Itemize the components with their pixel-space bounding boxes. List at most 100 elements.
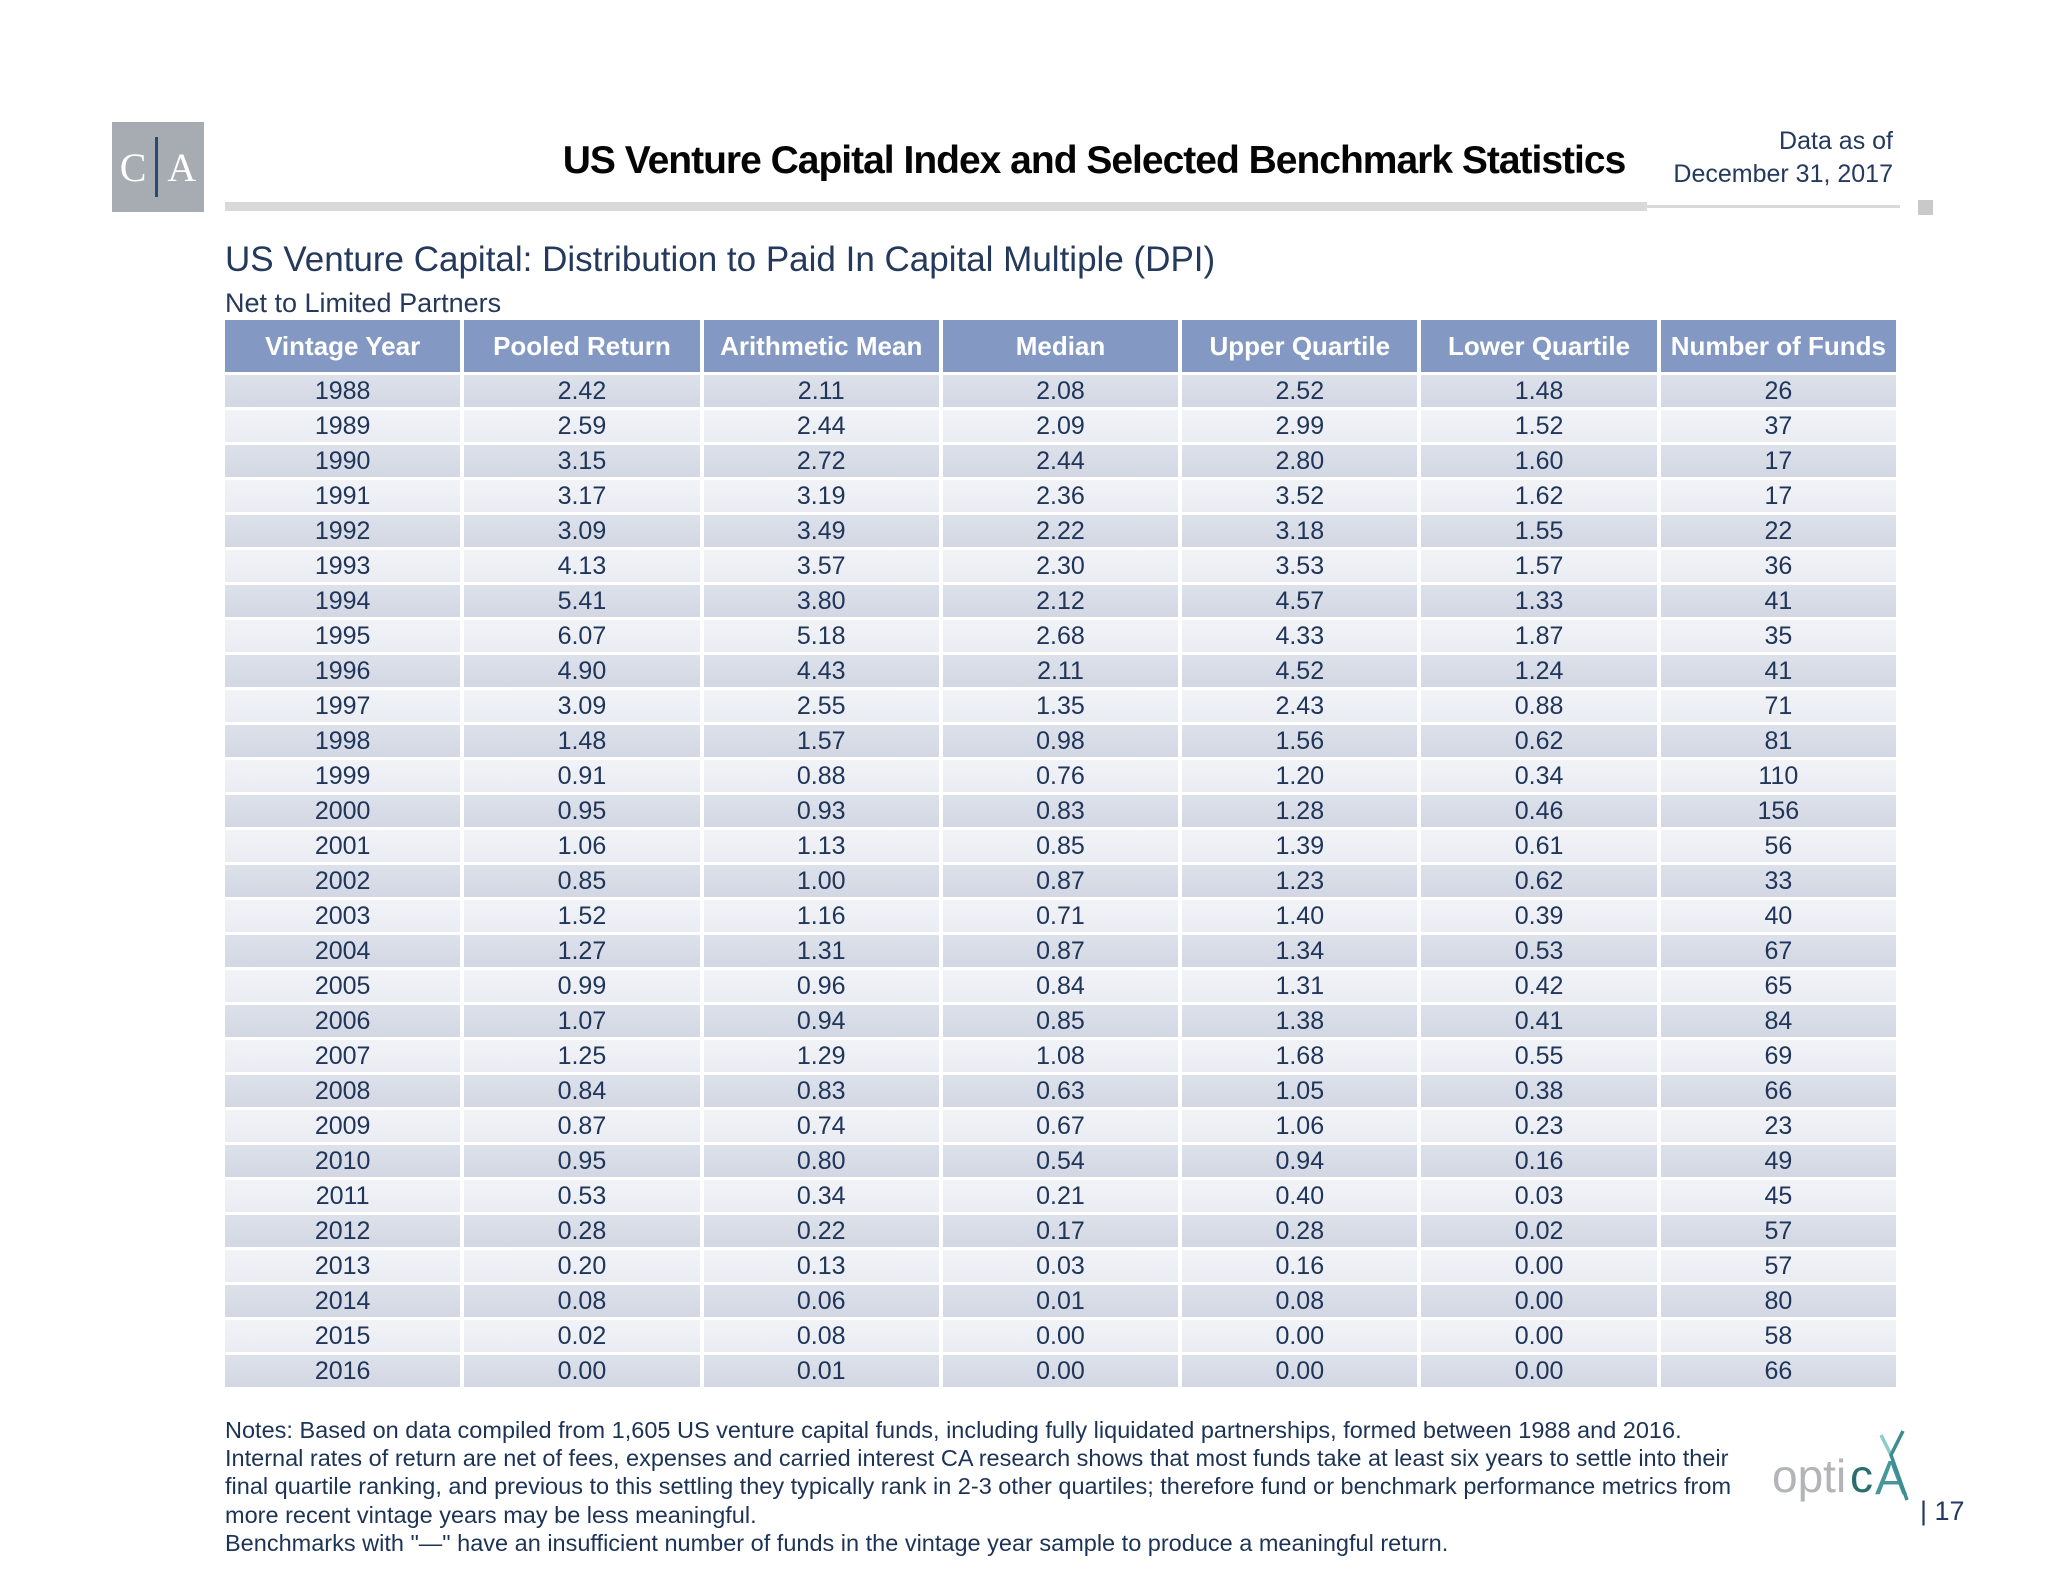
data-as-of-line1: Data as of (1779, 127, 1893, 155)
table-cell: 0.03 (1421, 1180, 1657, 1212)
table-cell: 1.52 (1421, 410, 1657, 442)
table-cell: 2005 (225, 970, 461, 1002)
ca-logo: C A (112, 122, 204, 212)
table-cell: 26 (1660, 375, 1896, 407)
table-cell: 0.87 (942, 935, 1179, 967)
table-cell: 1.13 (703, 830, 939, 862)
table-cell: 0.53 (464, 1180, 700, 1212)
table-cell: 0.88 (703, 760, 939, 792)
table-cell: 4.52 (1182, 655, 1418, 687)
table-cell: 1999 (225, 760, 461, 792)
table-cell: 2004 (225, 935, 461, 967)
table-cell: 0.62 (1421, 725, 1657, 757)
table-cell: 0.34 (1421, 760, 1657, 792)
header-divider-thick (225, 202, 1647, 211)
table-cell: 3.80 (703, 585, 939, 617)
table-cell: 0.63 (942, 1075, 1179, 1107)
table-cell: 1.55 (1421, 515, 1657, 547)
column-header: Lower Quartile (1421, 320, 1657, 372)
table-cell: 2003 (225, 900, 461, 932)
table-cell: 0.00 (942, 1355, 1179, 1387)
table-cell: 1996 (225, 655, 461, 687)
table-cell: 33 (1660, 865, 1896, 897)
table-cell: 0.03 (942, 1250, 1179, 1282)
table-cell: 1.24 (1421, 655, 1657, 687)
table-cell: 1990 (225, 445, 461, 477)
table-cell: 4.43 (703, 655, 939, 687)
table-cell: 1.57 (1421, 550, 1657, 582)
table-cell: 36 (1660, 550, 1896, 582)
table-cell: 45 (1660, 1180, 1896, 1212)
table-cell: 1998 (225, 725, 461, 757)
table-cell: 1.35 (942, 690, 1179, 722)
table-cell: 2010 (225, 1145, 461, 1177)
column-header: Pooled Return (464, 320, 700, 372)
column-header: Upper Quartile (1182, 320, 1418, 372)
table-cell: 3.18 (1182, 515, 1418, 547)
table-cell: 41 (1660, 655, 1896, 687)
table-cell: 1.07 (464, 1005, 700, 1037)
table-cell: 1.06 (1182, 1110, 1418, 1142)
table-cell: 0.22 (703, 1215, 939, 1247)
table-cell: 1991 (225, 480, 461, 512)
table-cell: 49 (1660, 1145, 1896, 1177)
table-cell: 1.16 (703, 900, 939, 932)
data-as-of-line2: December 31, 2017 (1673, 159, 1893, 188)
table-cell: 1.87 (1421, 620, 1657, 652)
table-cell: 1.27 (464, 935, 700, 967)
table-cell: 3.09 (464, 515, 700, 547)
table-cell: 40 (1660, 900, 1896, 932)
table-cell: 0.23 (1421, 1110, 1657, 1142)
optica-logo-text-opti: opti (1772, 1450, 1846, 1502)
table-cell: 1.31 (1182, 970, 1418, 1002)
table-cell: 1.31 (703, 935, 939, 967)
table-cell: 2.11 (942, 655, 1179, 687)
table-cell: 0.16 (1421, 1145, 1657, 1177)
table-cell: 2.99 (1182, 410, 1418, 442)
table-cell: 0.54 (942, 1145, 1179, 1177)
table-cell: 2.42 (464, 375, 700, 407)
table-cell: 0.42 (1421, 970, 1657, 1002)
table-cell: 35 (1660, 620, 1896, 652)
table-cell: 4.33 (1182, 620, 1418, 652)
table-cell: 1.25 (464, 1040, 700, 1072)
table-cell: 0.02 (1421, 1215, 1657, 1247)
table-cell: 0.00 (942, 1320, 1179, 1352)
table-cell: 0.13 (703, 1250, 939, 1282)
table-cell: 69 (1660, 1040, 1896, 1072)
table-cell: 1.00 (703, 865, 939, 897)
table-cell: 0.87 (942, 865, 1179, 897)
column-header: Vintage Year (225, 320, 461, 372)
table-cell: 2012 (225, 1215, 461, 1247)
table-cell: 66 (1660, 1075, 1896, 1107)
table-cell: 80 (1660, 1285, 1896, 1317)
optica-logo-check-light (1879, 1434, 1893, 1456)
table-cell: 2.30 (942, 550, 1179, 582)
table-cell: 1992 (225, 515, 461, 547)
table-cell: 2008 (225, 1075, 461, 1107)
table-cell: 1.05 (1182, 1075, 1418, 1107)
table-cell: 0.28 (464, 1215, 700, 1247)
table-cell: 5.41 (464, 585, 700, 617)
header-divider-endcap (1918, 200, 1933, 215)
table-cell: 17 (1660, 445, 1896, 477)
table-cell: 1.38 (1182, 1005, 1418, 1037)
table-cell: 4.90 (464, 655, 700, 687)
table-cell: 81 (1660, 725, 1896, 757)
table-cell: 0.95 (464, 795, 700, 827)
table-cell: 17 (1660, 480, 1896, 512)
table-cell: 0.96 (703, 970, 939, 1002)
table-cell: 2.59 (464, 410, 700, 442)
data-as-of: Data as of December 31, 2017 (1673, 125, 1893, 190)
table-cell: 1997 (225, 690, 461, 722)
table-cell: 1.29 (703, 1040, 939, 1072)
table-cell: 0.85 (942, 1005, 1179, 1037)
ca-logo-letter-a: A (167, 144, 197, 190)
table-cell: 37 (1660, 410, 1896, 442)
table-cell: 1.28 (1182, 795, 1418, 827)
table-cell: 0.67 (942, 1110, 1179, 1142)
section-subtitle: Net to Limited Partners (225, 288, 502, 318)
table-cell: 23 (1660, 1110, 1896, 1142)
table-cell: 3.57 (703, 550, 939, 582)
table-cell: 1.62 (1421, 480, 1657, 512)
